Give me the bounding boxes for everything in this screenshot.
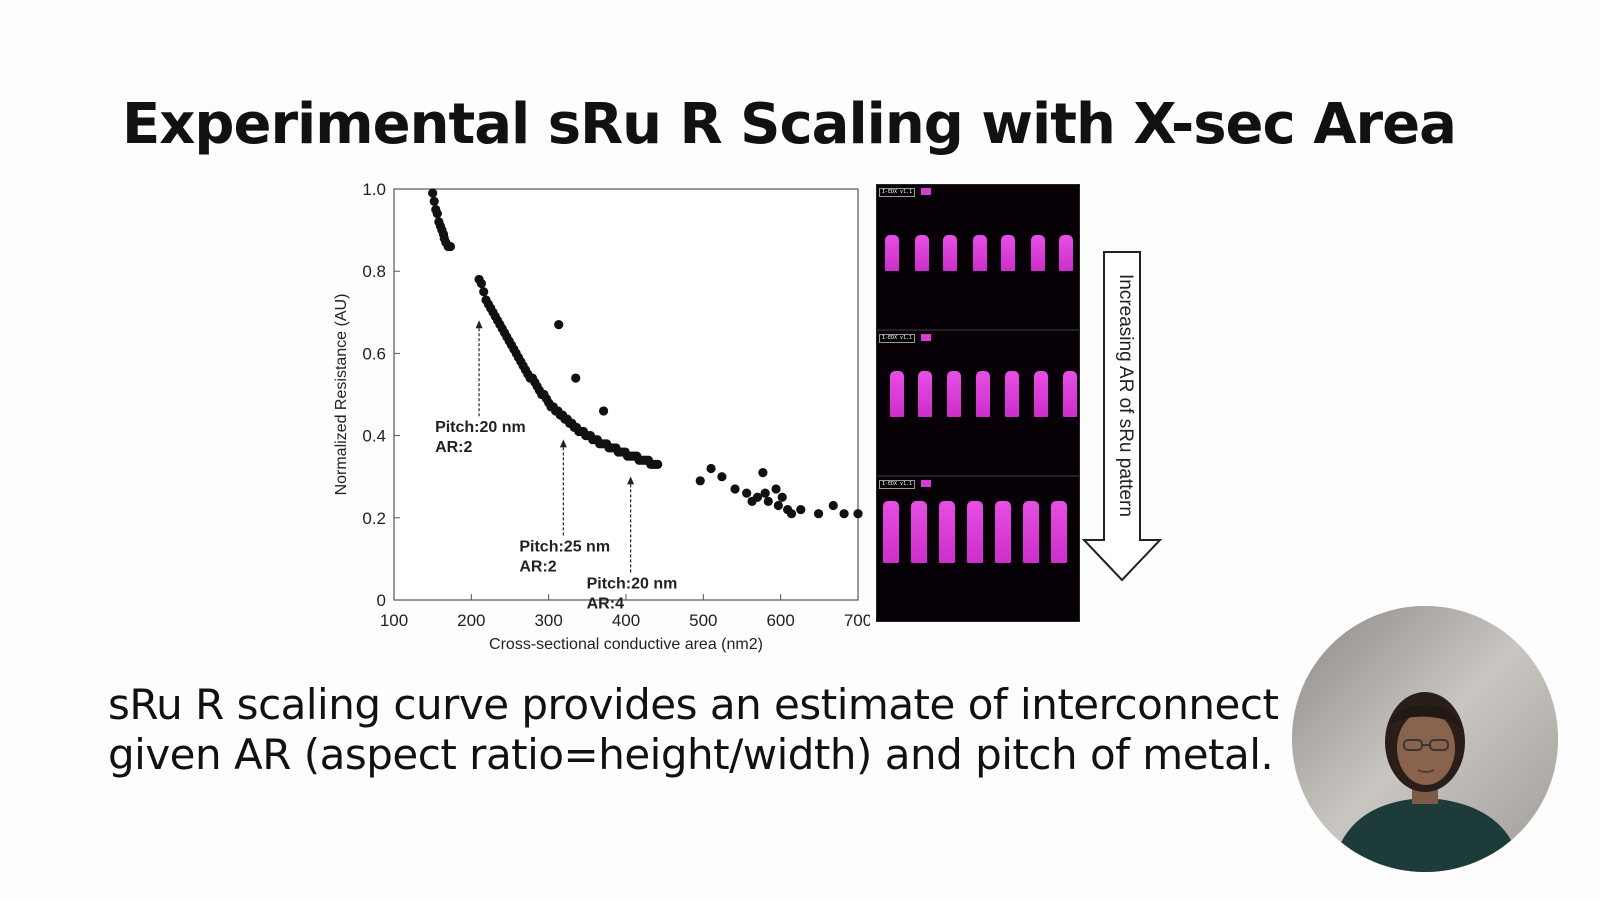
sem-line bbox=[1051, 501, 1067, 563]
sem-line bbox=[911, 501, 927, 563]
sem-panel-3: I-EDX v1.1 bbox=[876, 476, 1080, 622]
data-point bbox=[653, 459, 663, 469]
annotation-pitch-label: Pitch:20 nm bbox=[435, 419, 526, 436]
sem-line bbox=[995, 501, 1011, 563]
data-point bbox=[706, 463, 716, 474]
sem-line bbox=[1031, 235, 1045, 271]
sem-line bbox=[967, 501, 983, 563]
data-point bbox=[771, 484, 781, 494]
data-point bbox=[828, 500, 838, 511]
sem-line bbox=[1023, 501, 1039, 563]
sem-panel-tag: I-EDX v1.1 bbox=[879, 188, 916, 197]
y-tick-label: 0.2 bbox=[362, 509, 386, 528]
annotation-arrowhead bbox=[627, 476, 635, 485]
resistance-scaling-chart: 100 200 300 400 500 600 700 0 0.2 0.4 0.6 0.8 1.0 Cro… bbox=[333, 180, 870, 653]
plot-frame bbox=[393, 188, 859, 601]
sem-color-swatch bbox=[921, 480, 931, 487]
sem-line bbox=[883, 501, 899, 563]
sem-line bbox=[939, 501, 955, 563]
data-point bbox=[730, 484, 740, 494]
data-point bbox=[695, 476, 705, 486]
sem-line bbox=[1001, 235, 1015, 271]
increasing-arrow-icon bbox=[1082, 251, 1162, 582]
data-point bbox=[752, 492, 763, 502]
caption-line-2: given AR (aspect ratio=height/width) and… bbox=[108, 730, 1274, 779]
data-point bbox=[796, 504, 806, 515]
sem-color-swatch bbox=[921, 188, 931, 195]
annotation-ar-label: AR:2 bbox=[519, 558, 556, 575]
annotation-pitch-label: Pitch:25 nm bbox=[519, 538, 610, 555]
x-tick-label: 400 bbox=[612, 611, 640, 630]
sem-panel-1: I-EDX v1.1 bbox=[876, 184, 1080, 330]
slide-caption: sRu R scaling curve provides an estimate… bbox=[108, 680, 1279, 780]
annotation-ar-label: AR:4 bbox=[587, 595, 624, 612]
data-point bbox=[598, 406, 609, 416]
sem-line bbox=[943, 235, 957, 271]
x-tick-label: 500 bbox=[689, 611, 717, 630]
data-point bbox=[813, 509, 824, 519]
sem-panel-tag: I-EDX v1.1 bbox=[879, 480, 916, 489]
data-point bbox=[429, 196, 439, 206]
sem-color-swatch bbox=[921, 334, 931, 341]
sem-line bbox=[973, 235, 987, 271]
annotation-pitch-label: Pitch:20 nm bbox=[587, 575, 678, 592]
sem-panel-tag: I-EDX v1.1 bbox=[879, 334, 916, 343]
data-point bbox=[428, 188, 438, 198]
x-tick-label: 700 bbox=[844, 611, 870, 630]
data-point bbox=[571, 373, 581, 383]
annotation-ar-label: AR:2 bbox=[435, 439, 472, 456]
sem-line bbox=[918, 371, 932, 417]
data-point bbox=[839, 509, 849, 519]
data-point bbox=[777, 492, 787, 502]
sem-line bbox=[1005, 371, 1019, 417]
y-tick-label: 0.4 bbox=[362, 427, 386, 446]
data-point bbox=[479, 287, 489, 297]
x-axis-label: Cross-sectional conductive area (nm2) bbox=[489, 636, 763, 653]
data-point bbox=[717, 472, 727, 482]
data-point bbox=[445, 241, 456, 252]
y-tick-label: 0.6 bbox=[362, 344, 386, 363]
arrow-label: Increasing AR of sRu pattern bbox=[1115, 274, 1136, 517]
sem-line bbox=[890, 371, 904, 417]
sem-line bbox=[1063, 371, 1077, 417]
sem-line bbox=[885, 235, 899, 271]
presenter-webcam bbox=[1292, 606, 1558, 872]
data-point bbox=[853, 509, 863, 519]
y-axis-label: Normalized Resistance (AU) bbox=[333, 294, 350, 496]
sem-image-stack: I-EDX v1.1 I-EDX v1.1 I-EDX v1.1 bbox=[876, 184, 1080, 624]
x-tick-label: 200 bbox=[457, 611, 485, 630]
sem-line bbox=[915, 235, 929, 271]
data-point bbox=[554, 320, 564, 330]
data-point bbox=[742, 488, 752, 498]
sem-line bbox=[1059, 235, 1073, 271]
slide-title: Experimental sRu R Scaling with X-sec Ar… bbox=[122, 92, 1457, 157]
annotation-arrowhead bbox=[559, 439, 567, 448]
sem-line bbox=[1034, 371, 1048, 417]
x-tick-label: 600 bbox=[766, 611, 794, 630]
data-point bbox=[760, 488, 770, 498]
data-point bbox=[773, 500, 783, 511]
sem-panel-2: I-EDX v1.1 bbox=[876, 330, 1080, 476]
y-tick-label: 0 bbox=[377, 591, 386, 610]
sem-line bbox=[976, 371, 990, 417]
data-point bbox=[432, 209, 442, 219]
data-point bbox=[758, 467, 768, 478]
caption-line-1: sRu R scaling curve provides an estimate… bbox=[108, 680, 1279, 729]
presenter-avatar bbox=[1292, 606, 1558, 872]
data-point bbox=[476, 278, 486, 289]
y-tick-label: 0.8 bbox=[362, 262, 386, 281]
x-tick-label: 300 bbox=[534, 611, 562, 630]
y-tick-label: 1.0 bbox=[362, 180, 386, 199]
data-point bbox=[763, 496, 773, 506]
sem-line bbox=[947, 371, 961, 417]
x-tick-label: 100 bbox=[380, 611, 408, 630]
annotation-arrowhead bbox=[475, 320, 483, 329]
data-point bbox=[786, 509, 797, 519]
